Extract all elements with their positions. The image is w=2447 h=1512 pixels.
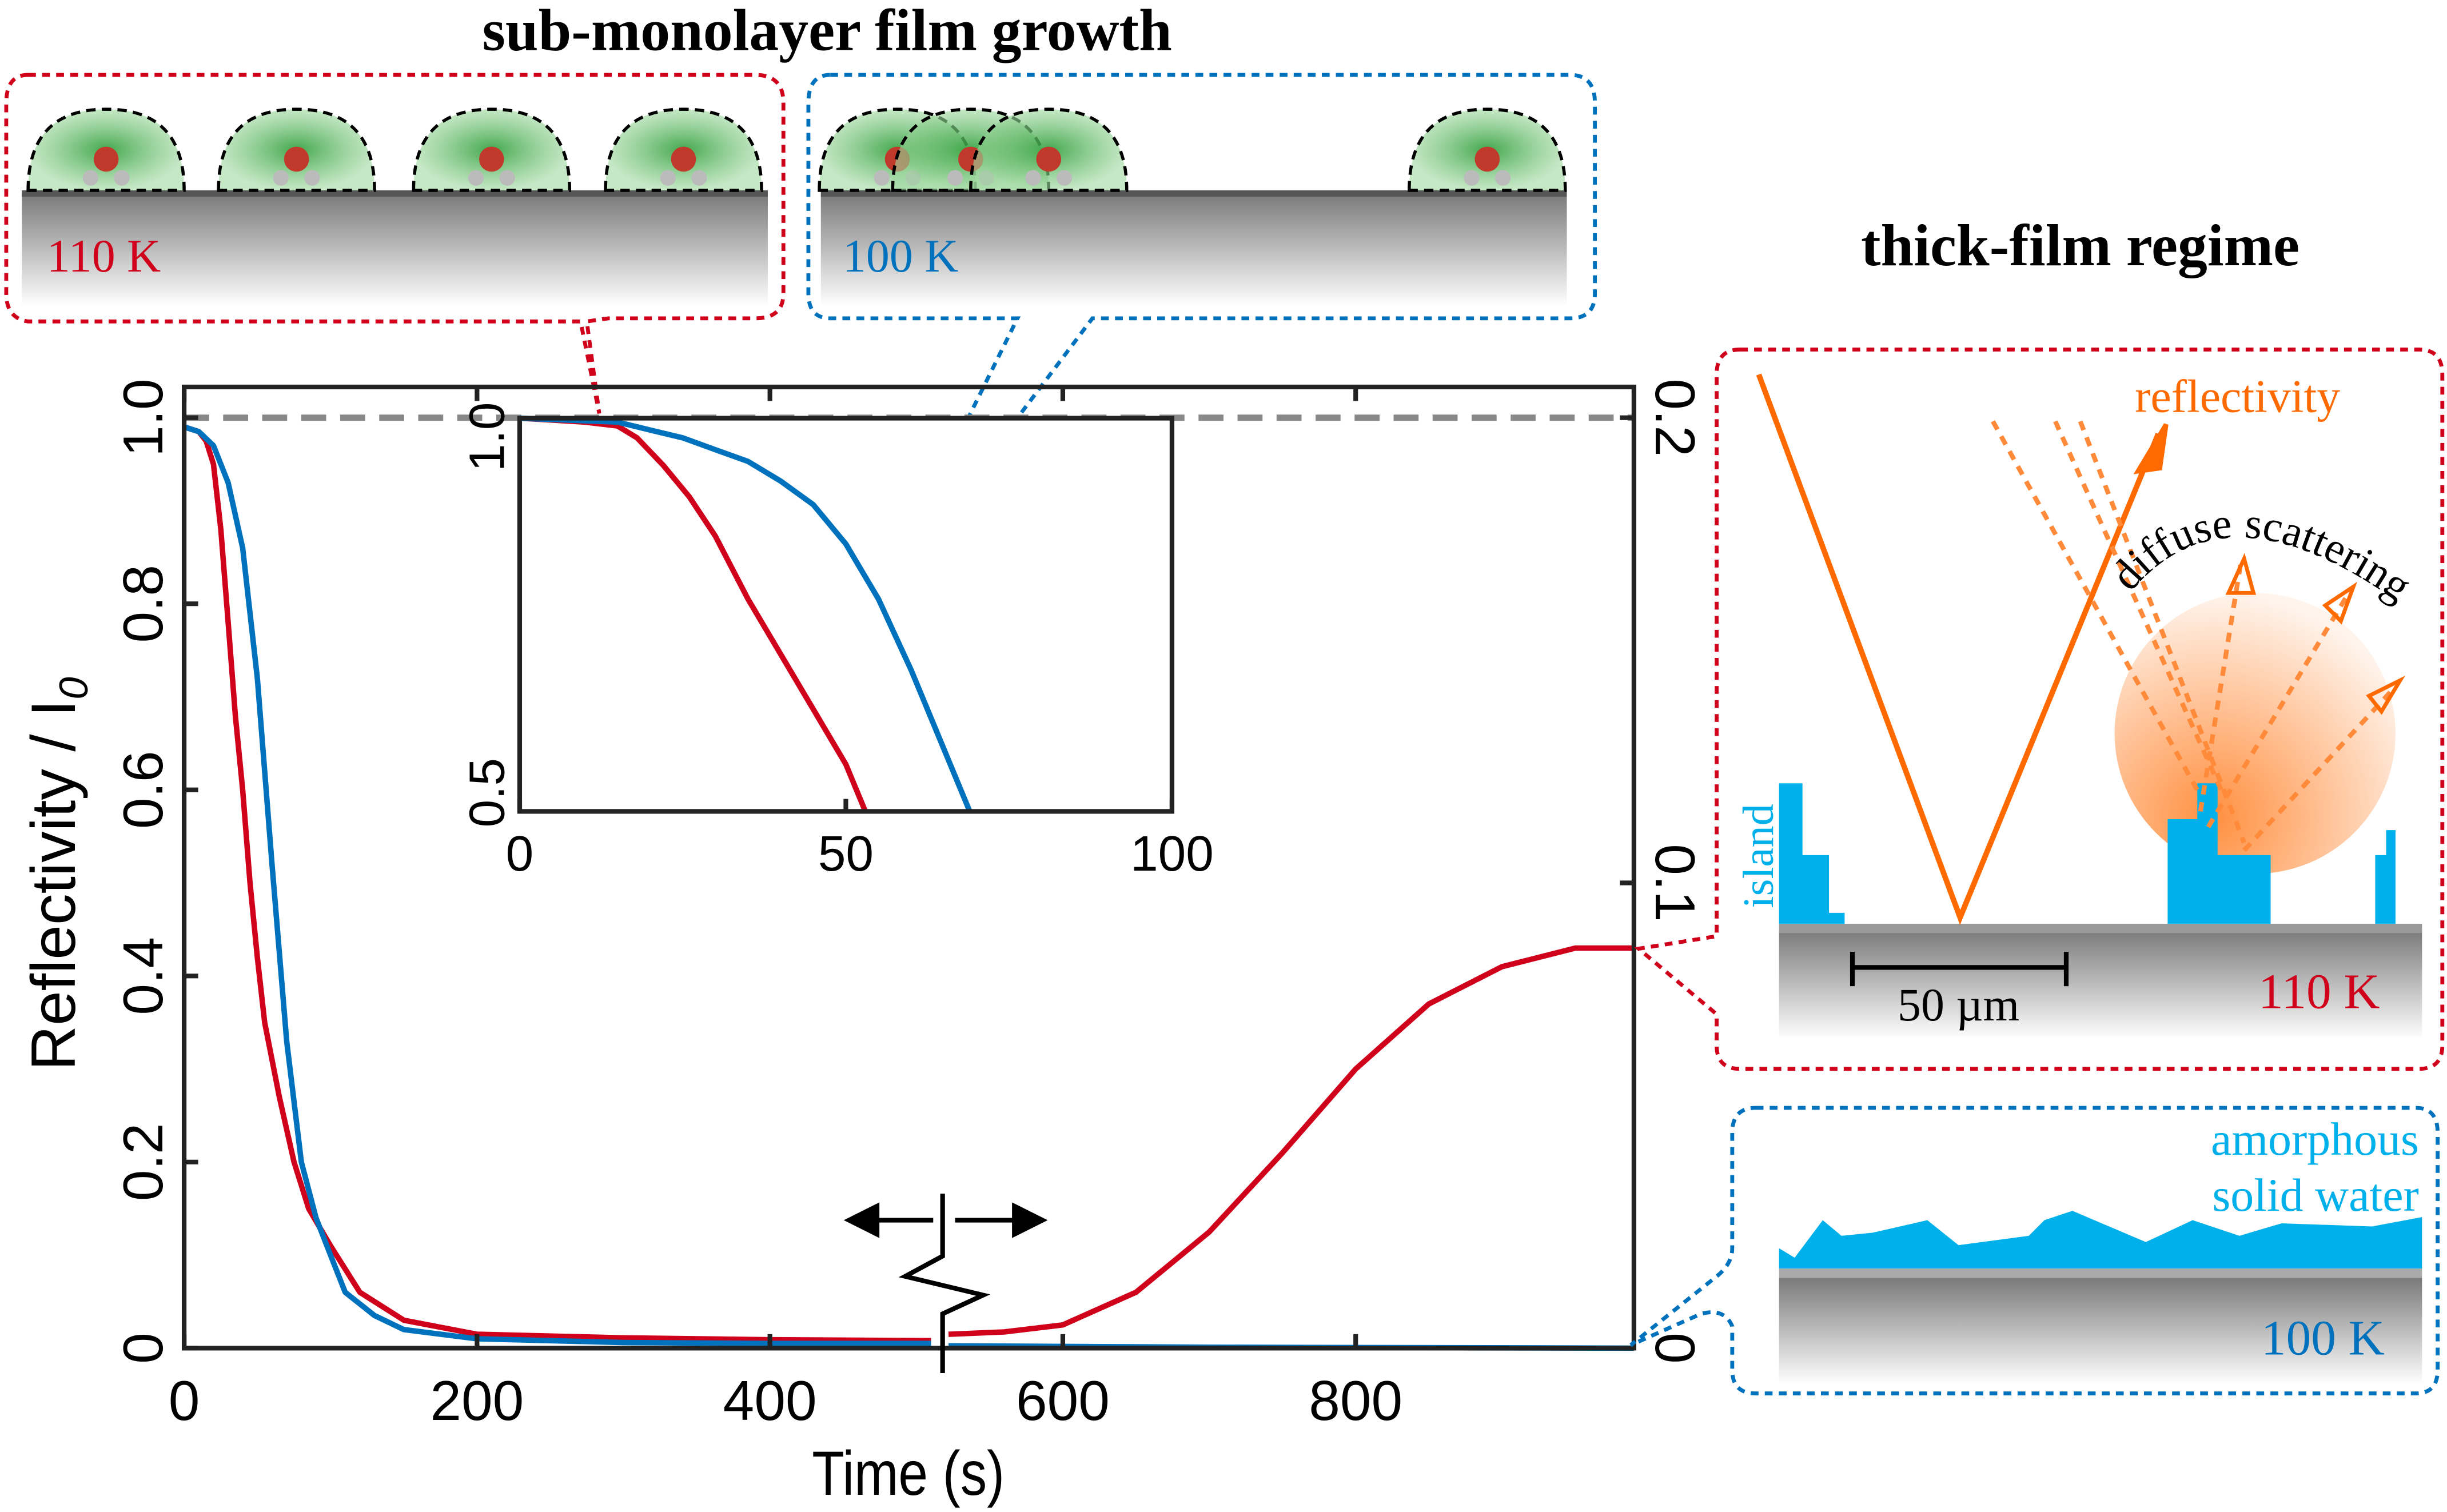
x-axis-label: Time (s): [812, 1439, 1005, 1509]
inset-x-tick-label: 0: [506, 825, 534, 881]
amorphous-ice-layer: [1779, 1211, 2422, 1269]
right-y-tick-label: 0: [1644, 1333, 1707, 1364]
asw-label-line1: amorphous: [2211, 1113, 2419, 1165]
temp-label-100k: 100 K: [843, 230, 958, 282]
y-axis-subscript: 0: [51, 677, 97, 699]
hydrogen-atom: [1025, 170, 1041, 186]
hydrogen-atom: [273, 170, 289, 186]
y-tick-label: 0.4: [111, 937, 174, 1015]
axis-break-marker: [843, 1194, 1048, 1374]
reflectivity-arrow-icon: [2133, 423, 2169, 474]
inset-y-tick-label: 0.5: [459, 758, 515, 827]
inset-x-tick-label: 50: [818, 825, 874, 881]
hydrogen-atom: [691, 170, 707, 186]
oxygen-atom: [1474, 146, 1500, 172]
panel-100k-submonolayer: 100 K: [806, 73, 1597, 610]
series-line-0: [183, 424, 931, 1344]
series-line-2: [183, 424, 931, 1346]
y-tick-label: 0.2: [111, 1123, 174, 1202]
hydrogen-atom: [660, 170, 676, 186]
plot-frame: [181, 384, 1636, 1351]
oxygen-atom: [671, 146, 696, 172]
oxygen-atom: [1036, 146, 1062, 172]
panel-110k-thick: reflectivity diffuse scattering island 5…: [1634, 348, 2445, 1071]
y-tick-label: 1.0: [111, 378, 174, 457]
hydrogen-atom: [947, 170, 963, 186]
scale-bar: [1850, 952, 2069, 987]
island-right: [2375, 830, 2396, 924]
inset-x-tick-label: 100: [1130, 825, 1214, 881]
y-tick-label: 0.6: [111, 751, 174, 829]
x-tick-label: 200: [430, 1369, 524, 1432]
hydrogen-atom: [114, 170, 130, 186]
scale-bar-label: 50 µm: [1898, 979, 2019, 1031]
hydrogen-atom: [1464, 170, 1480, 186]
island-label: island: [1734, 804, 1783, 908]
inset-chart: 0 50 100 0.5 1.0: [459, 402, 1214, 882]
inset-series-line-1: [519, 415, 973, 813]
right-y-tick-label: 0.1: [1644, 844, 1707, 922]
oxygen-atom: [93, 146, 119, 172]
scatter-arrow-icons: [2225, 553, 2406, 715]
island-center: [2167, 783, 2271, 924]
oxygen-atom: [284, 146, 309, 172]
hydrogen-atom: [1494, 170, 1511, 186]
submonolayer-title: sub-monolayer film growth: [483, 0, 1172, 63]
asw-label-line2: solid water: [2212, 1169, 2419, 1221]
right-y-tick-label: 0.2: [1644, 378, 1707, 457]
panel-100k-thick: amorphous solid water 100 K: [1629, 1106, 2440, 1395]
series-line-1: [948, 945, 1634, 1337]
x-tick-label: 800: [1309, 1369, 1402, 1432]
panel-110k-submonolayer: 110 K: [4, 73, 786, 414]
x-tick-label: 0: [169, 1369, 200, 1432]
thick-100k-label: 100 K: [2261, 1310, 2385, 1365]
inset-series-line-0: [519, 415, 868, 813]
x-tick-label: 600: [1016, 1369, 1110, 1432]
y-axis-label: Reflectivity / I0: [19, 677, 97, 1071]
hydrogen-atom: [82, 170, 98, 186]
oxygen-atom: [479, 146, 504, 172]
thick-film-title: thick-film regime: [1861, 213, 2299, 278]
hydrogen-atom: [499, 170, 515, 186]
hydrogen-atom: [1056, 170, 1073, 186]
hydrogen-atom: [468, 170, 484, 186]
inset-y-tick-label: 1.0: [459, 402, 515, 472]
reflectivity-label: reflectivity: [2135, 370, 2340, 422]
incident-beam: [1756, 373, 2161, 925]
inset-background: [519, 418, 1172, 812]
hydrogen-atom: [304, 170, 320, 186]
island-left: [1779, 783, 1845, 924]
temp-label-110k: 110 K: [47, 230, 161, 282]
y-tick-label: 0: [111, 1333, 174, 1364]
thick-110k-label: 110 K: [2258, 963, 2380, 1019]
y-tick-label: 0.8: [111, 565, 174, 643]
x-tick-label: 400: [723, 1369, 817, 1432]
hydrogen-atom: [874, 170, 890, 186]
